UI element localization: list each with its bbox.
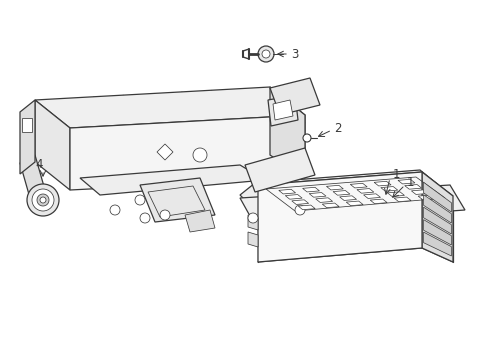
Circle shape xyxy=(40,197,46,203)
Circle shape xyxy=(27,184,59,216)
Polygon shape xyxy=(412,190,428,194)
Circle shape xyxy=(193,148,207,162)
Polygon shape xyxy=(157,144,173,160)
Polygon shape xyxy=(268,95,298,126)
Circle shape xyxy=(295,205,305,215)
Polygon shape xyxy=(248,232,258,247)
Polygon shape xyxy=(270,87,305,178)
Polygon shape xyxy=(316,198,333,202)
Polygon shape xyxy=(35,87,305,128)
Polygon shape xyxy=(20,100,35,174)
Polygon shape xyxy=(20,155,45,198)
Polygon shape xyxy=(35,100,70,190)
Polygon shape xyxy=(185,210,215,232)
Polygon shape xyxy=(423,232,451,256)
Polygon shape xyxy=(423,207,451,234)
Polygon shape xyxy=(398,179,415,184)
Polygon shape xyxy=(298,205,315,210)
Text: 1: 1 xyxy=(407,175,415,189)
Text: 4: 4 xyxy=(35,158,43,171)
Polygon shape xyxy=(240,185,465,225)
Polygon shape xyxy=(273,100,293,120)
Polygon shape xyxy=(322,203,339,208)
Polygon shape xyxy=(303,187,319,192)
Polygon shape xyxy=(279,189,295,194)
Polygon shape xyxy=(285,194,302,199)
Polygon shape xyxy=(418,195,435,200)
Polygon shape xyxy=(405,185,422,189)
Circle shape xyxy=(37,194,49,206)
Polygon shape xyxy=(422,172,453,262)
Text: 2: 2 xyxy=(334,122,342,135)
Text: 3: 3 xyxy=(291,48,298,60)
Polygon shape xyxy=(258,172,453,210)
Circle shape xyxy=(110,205,120,215)
Polygon shape xyxy=(70,115,305,190)
Polygon shape xyxy=(340,196,357,201)
Polygon shape xyxy=(309,193,326,197)
Polygon shape xyxy=(374,181,391,186)
Polygon shape xyxy=(140,178,215,222)
Polygon shape xyxy=(270,78,320,115)
Polygon shape xyxy=(364,194,381,198)
Circle shape xyxy=(258,46,274,62)
Circle shape xyxy=(32,189,54,211)
Polygon shape xyxy=(258,172,422,262)
Polygon shape xyxy=(394,197,411,202)
Circle shape xyxy=(160,210,170,220)
Circle shape xyxy=(140,213,150,223)
Polygon shape xyxy=(22,118,32,132)
Polygon shape xyxy=(240,183,285,225)
Polygon shape xyxy=(346,201,363,206)
Polygon shape xyxy=(80,165,265,195)
Circle shape xyxy=(248,213,258,223)
Polygon shape xyxy=(333,190,350,195)
Polygon shape xyxy=(381,186,398,191)
Circle shape xyxy=(303,134,311,142)
Polygon shape xyxy=(350,183,367,188)
Polygon shape xyxy=(370,199,387,204)
Polygon shape xyxy=(423,195,451,223)
Polygon shape xyxy=(245,148,315,192)
Circle shape xyxy=(262,50,270,58)
Polygon shape xyxy=(388,192,404,197)
Text: 1: 1 xyxy=(393,167,400,180)
Circle shape xyxy=(135,195,145,205)
Polygon shape xyxy=(255,170,450,210)
Polygon shape xyxy=(292,200,309,204)
Polygon shape xyxy=(423,220,451,245)
Polygon shape xyxy=(326,185,343,190)
Polygon shape xyxy=(248,215,258,230)
Polygon shape xyxy=(357,189,374,193)
Polygon shape xyxy=(423,182,451,212)
